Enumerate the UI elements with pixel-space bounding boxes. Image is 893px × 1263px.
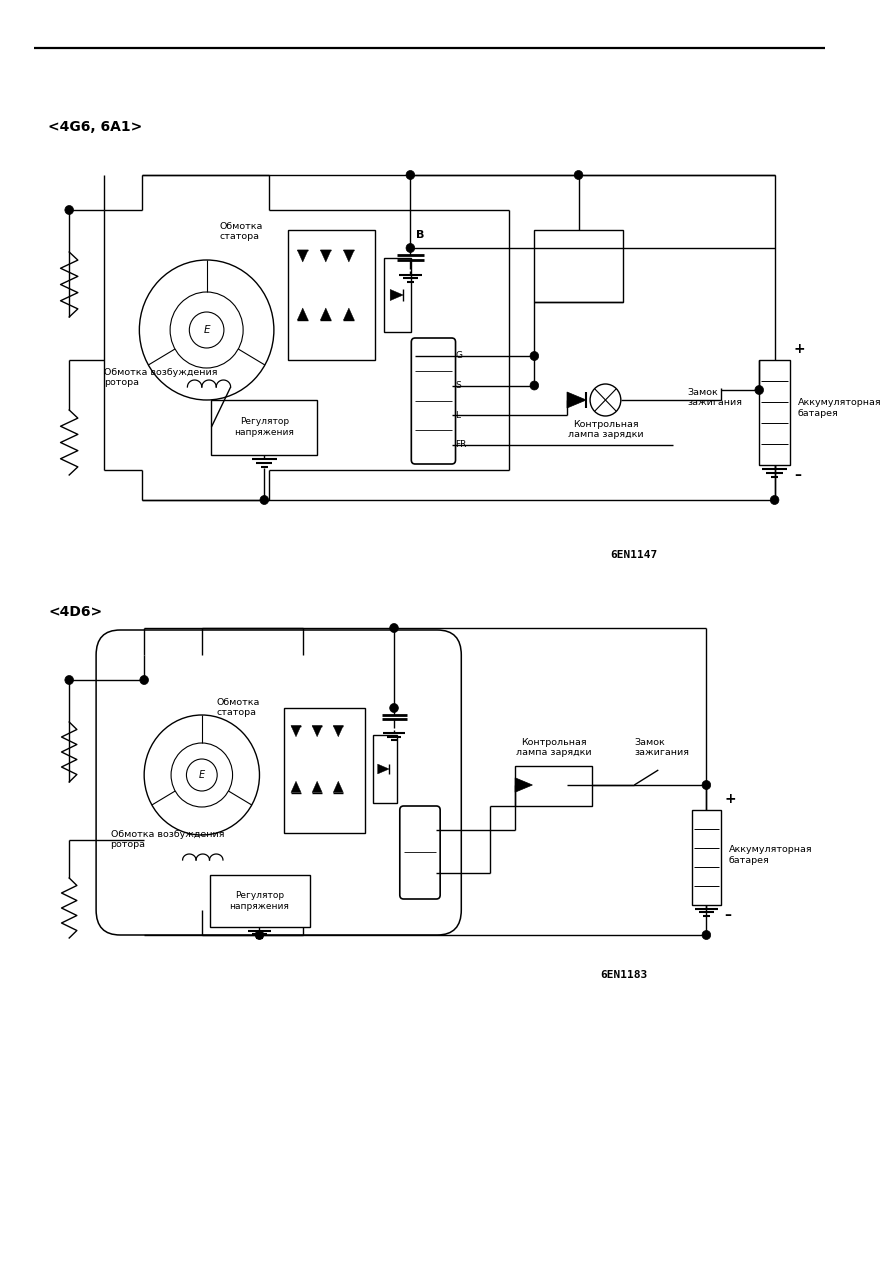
Polygon shape <box>297 250 308 261</box>
Polygon shape <box>291 725 301 736</box>
Text: E: E <box>199 770 204 781</box>
Circle shape <box>65 676 73 685</box>
Circle shape <box>530 351 538 360</box>
Text: <4D6>: <4D6> <box>48 605 102 619</box>
Text: Контрольная
лампа зарядки: Контрольная лампа зарядки <box>516 738 591 757</box>
Bar <box>515 765 592 806</box>
FancyBboxPatch shape <box>400 806 440 899</box>
Polygon shape <box>344 250 355 261</box>
FancyBboxPatch shape <box>412 338 455 464</box>
Text: Замок
зажигания: Замок зажигания <box>687 388 742 408</box>
Text: S: S <box>455 381 462 390</box>
Circle shape <box>755 385 764 394</box>
Polygon shape <box>515 778 532 792</box>
Text: <4G6, 6A1>: <4G6, 6A1> <box>48 120 142 134</box>
Polygon shape <box>312 782 322 792</box>
Polygon shape <box>333 725 343 736</box>
Circle shape <box>406 171 414 179</box>
Circle shape <box>189 312 224 349</box>
Polygon shape <box>297 308 308 320</box>
Circle shape <box>702 781 711 789</box>
Polygon shape <box>291 782 301 792</box>
Circle shape <box>140 676 148 685</box>
Circle shape <box>406 244 414 253</box>
Text: +: + <box>724 792 736 806</box>
Circle shape <box>389 703 398 712</box>
Circle shape <box>187 759 217 791</box>
Text: Обмотка
статора: Обмотка статора <box>216 698 260 717</box>
Text: 6EN1183: 6EN1183 <box>601 970 648 980</box>
Bar <box>692 810 721 906</box>
Circle shape <box>771 495 779 504</box>
Bar <box>210 875 311 927</box>
Circle shape <box>389 624 398 633</box>
Polygon shape <box>333 782 343 792</box>
Bar <box>288 230 375 360</box>
Bar <box>534 230 622 302</box>
Text: Замок
зажигания: Замок зажигания <box>634 738 689 757</box>
Text: +: + <box>794 342 805 356</box>
Text: E: E <box>204 325 210 335</box>
Circle shape <box>538 770 567 799</box>
Polygon shape <box>321 250 331 261</box>
Circle shape <box>260 495 269 504</box>
Bar <box>759 360 790 465</box>
Circle shape <box>590 384 621 416</box>
Circle shape <box>139 260 274 400</box>
Text: –: – <box>794 469 801 482</box>
Text: FR: FR <box>455 440 467 450</box>
Text: B: B <box>416 230 424 240</box>
Text: Обмотка возбуждения
ротора: Обмотка возбуждения ротора <box>111 830 224 850</box>
Text: Регулятор
напряжения: Регулятор напряжения <box>230 892 289 911</box>
Polygon shape <box>321 308 331 320</box>
Polygon shape <box>378 764 389 774</box>
Bar <box>373 735 396 803</box>
FancyBboxPatch shape <box>96 630 462 935</box>
Bar <box>283 709 365 834</box>
Circle shape <box>574 171 583 179</box>
Text: L: L <box>455 410 461 419</box>
Text: Обмотка
статора: Обмотка статора <box>219 222 263 241</box>
Polygon shape <box>390 289 404 301</box>
Text: Контрольная
лампа зарядки: Контрольная лампа зарядки <box>568 421 643 440</box>
Text: –: – <box>724 908 731 922</box>
Polygon shape <box>344 308 355 320</box>
Circle shape <box>171 743 232 807</box>
Text: Аккумуляторная
батарея: Аккумуляторная батарея <box>729 845 812 865</box>
Circle shape <box>144 715 260 835</box>
Circle shape <box>530 381 538 390</box>
Circle shape <box>170 292 243 368</box>
Text: 6EN1147: 6EN1147 <box>610 549 657 560</box>
Polygon shape <box>567 392 586 408</box>
Bar <box>384 258 412 332</box>
Text: Регулятор
напряжения: Регулятор напряжения <box>234 417 294 437</box>
Polygon shape <box>312 725 322 736</box>
Text: Аккумуляторная
батарея: Аккумуляторная батарея <box>797 398 881 418</box>
Text: G: G <box>455 351 463 360</box>
Bar <box>212 400 317 455</box>
Circle shape <box>65 206 73 215</box>
Text: Обмотка возбуждения
ротора: Обмотка возбуждения ротора <box>104 368 217 388</box>
Circle shape <box>255 931 263 940</box>
Circle shape <box>702 931 711 940</box>
